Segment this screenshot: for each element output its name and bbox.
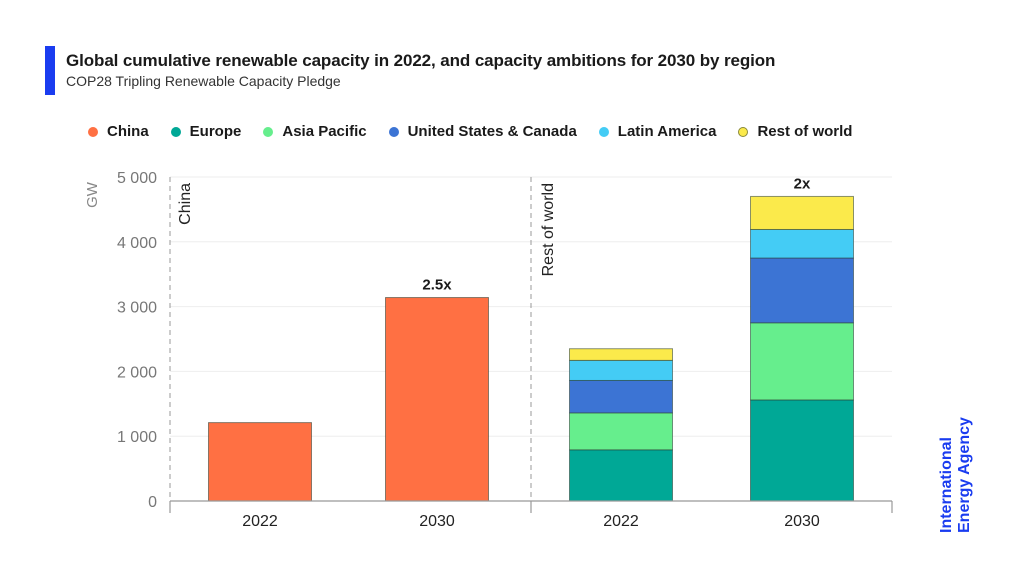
legend: China Europe Asia Pacific United States & C… <box>88 123 874 140</box>
bar-europe-2030 <box>750 399 854 502</box>
y-tick-label: 3 000 <box>117 300 157 317</box>
legend-label: China <box>107 123 149 140</box>
bar-europe-2022 <box>569 449 673 502</box>
x-tick-label: 2030 <box>784 513 820 530</box>
chart-title: Global cumulative renewable capacity in … <box>66 51 776 70</box>
legend-swatch <box>88 126 98 137</box>
y-tick-label: 4 000 <box>117 235 157 252</box>
y-tick-label: 5 000 <box>117 170 157 187</box>
x-tick-label: 2030 <box>419 513 455 530</box>
legend-label: United States & Canada <box>407 123 577 140</box>
legend-item-europe: Europe <box>170 123 242 140</box>
bar-latin-america-2030 <box>750 228 854 259</box>
x-tick-label: 2022 <box>242 513 278 530</box>
legend-item-latin-america: Latin America <box>598 123 717 140</box>
bar-annotation: 2.5x <box>422 277 452 294</box>
group-label-rest-of-world: Rest of world <box>540 183 557 276</box>
legend-label: Asia Pacific <box>282 123 367 140</box>
legend-swatch <box>170 126 181 137</box>
bar-china-2022 <box>208 422 312 502</box>
bar-asia-pacific-2022 <box>569 412 673 451</box>
bar-china-2030 <box>385 297 489 502</box>
legend-item-united-states-canada: United States & Canada <box>388 123 577 140</box>
group-label-china: China <box>177 183 194 225</box>
legend-label: Latin America <box>617 123 717 140</box>
bar-latin-america-2022 <box>569 359 673 381</box>
bar-united-states-canada-2030 <box>750 257 854 324</box>
legend-swatch <box>388 126 399 137</box>
iea-logo: International Energy Agency <box>938 417 974 533</box>
bar-rest-of-world-2030 <box>750 195 854 230</box>
legend-swatch <box>738 126 749 137</box>
legend-item-china: China <box>88 123 149 140</box>
bar-annotation: 2x <box>794 175 811 192</box>
title-accent-bar <box>45 46 55 95</box>
legend-label: Europe <box>189 123 242 140</box>
y-tick-label: 2 000 <box>117 364 157 381</box>
bar-rest-of-world-2022 <box>569 348 673 361</box>
bar-united-states-canada-2022 <box>569 379 673 414</box>
iea-logo-line1: International <box>938 436 955 533</box>
y-tick-label: 0 <box>148 494 157 511</box>
y-tick-label: 1 000 <box>117 429 157 446</box>
y-axis-label: GW <box>84 181 101 208</box>
legend-swatch <box>598 126 609 137</box>
legend-label: Rest of world <box>757 123 853 140</box>
bar-asia-pacific-2030 <box>750 322 854 401</box>
legend-item-rest-of-world: Rest of world <box>738 123 852 140</box>
legend-item-asia-pacific: Asia Pacific <box>263 123 367 140</box>
iea-logo-line2: Energy Agency <box>956 417 973 533</box>
legend-swatch <box>263 126 274 137</box>
x-tick-label: 2022 <box>603 513 639 530</box>
chart-subtitle: COP28 Tripling Renewable Capacity Pledge <box>66 73 341 89</box>
